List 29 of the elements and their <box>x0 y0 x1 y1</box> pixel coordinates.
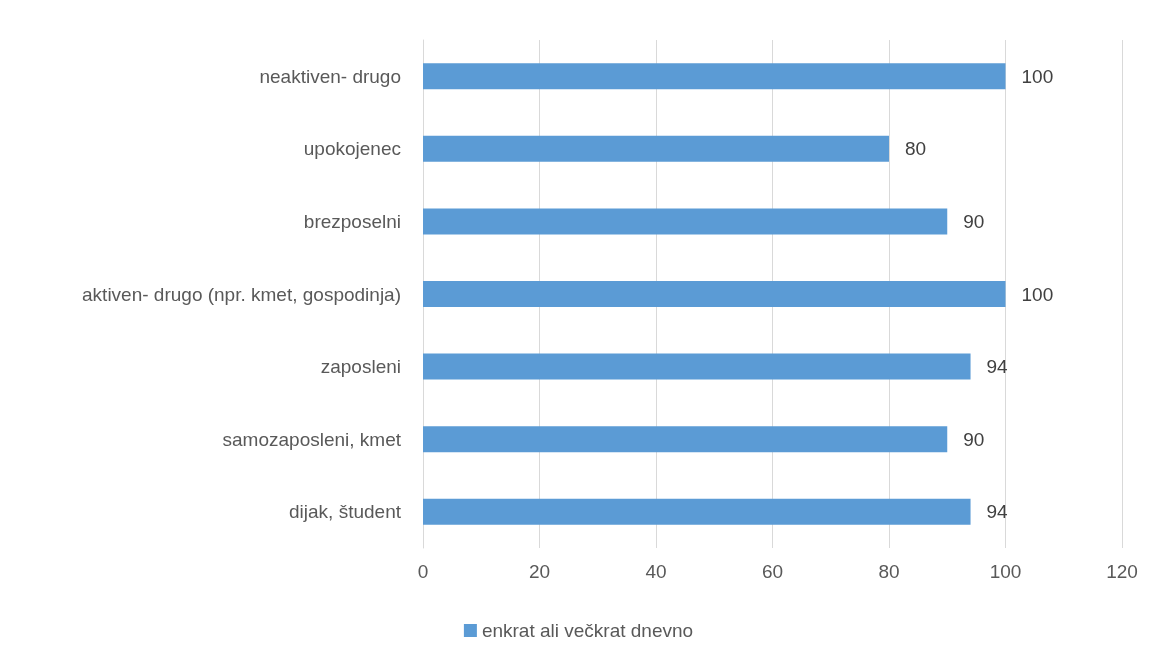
bar <box>423 426 948 453</box>
data-label: 90 <box>963 428 985 450</box>
bar <box>423 498 971 525</box>
data-label: 80 <box>905 138 927 160</box>
legend-label: enkrat ali večkrat dnevno <box>481 620 694 641</box>
x-tick-label: 100 <box>989 561 1022 582</box>
x-tick-label: 80 <box>878 561 900 582</box>
bar <box>423 135 889 162</box>
y-tick-label: dijak, študent <box>289 501 402 523</box>
bar <box>423 63 1006 90</box>
data-label: 100 <box>1021 65 1054 87</box>
y-tick-label: samozaposleni, kmet <box>222 428 402 450</box>
x-tick-label: 40 <box>645 561 667 582</box>
data-label: 94 <box>986 356 1009 378</box>
data-label: 100 <box>1021 283 1054 305</box>
x-tick-label: 60 <box>761 561 784 582</box>
x-tick-label: 20 <box>528 561 551 582</box>
data-label: 94 <box>986 501 1009 523</box>
bar <box>423 208 948 235</box>
y-tick-label: zaposleni <box>320 356 401 378</box>
y-tick-label: neaktiven- drugo <box>259 65 401 87</box>
bar <box>423 353 971 380</box>
x-tick-label: 0 <box>417 561 429 582</box>
bar <box>423 281 1006 307</box>
y-tick-label: upokojenec <box>303 138 401 160</box>
y-tick-label: aktiven- drugo (npr. kmet, gospodinja) <box>82 283 401 305</box>
y-tick-label: brezposelni <box>303 210 401 232</box>
data-label: 90 <box>963 210 985 232</box>
x-tick-label: 120 <box>1106 561 1138 582</box>
